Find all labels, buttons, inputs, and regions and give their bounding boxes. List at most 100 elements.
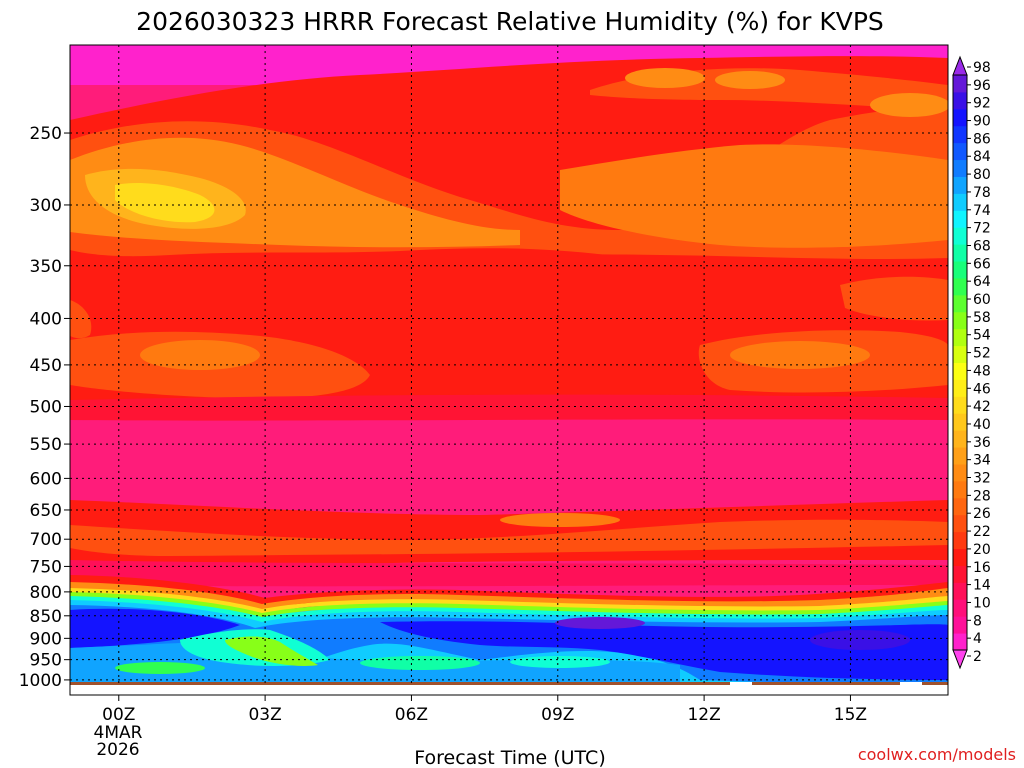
colorbar-label: 22 xyxy=(973,524,991,540)
colorbar-bin xyxy=(953,430,967,448)
x-tick-label: 09Z xyxy=(541,705,574,725)
colorbar-label: 10 xyxy=(973,595,991,611)
colorbar-bin xyxy=(953,193,967,211)
grid-lines xyxy=(70,45,948,685)
colorbar-bin xyxy=(953,633,967,651)
colorbar-label: 80 xyxy=(973,167,991,183)
rh-band xyxy=(140,340,260,370)
rh-band xyxy=(70,300,92,339)
y-axis: 2503003504004505005506006507007508008509… xyxy=(19,124,70,691)
y-tick-label: 500 xyxy=(30,397,62,417)
colorbar-label: 98 xyxy=(973,60,991,76)
colorbar-bin xyxy=(953,125,967,144)
colorbar-bin xyxy=(953,616,967,634)
colorbar-bin xyxy=(953,497,967,516)
colorbar-bin xyxy=(953,91,967,110)
colorbar-label: 32 xyxy=(973,471,991,487)
rh-band xyxy=(625,68,705,88)
colorbar-bin xyxy=(953,362,967,380)
rh-band xyxy=(360,656,480,670)
y-tick-label: 900 xyxy=(30,629,62,649)
x-axis-label: Forecast Time (UTC) xyxy=(414,747,605,768)
colorbar-bin xyxy=(953,277,967,296)
colorbar-bin xyxy=(953,108,967,127)
colorbar-low-arrow xyxy=(952,649,968,670)
x-tick-label: 06Z xyxy=(395,705,428,725)
colorbar-label: 40 xyxy=(973,417,991,433)
x-tick-label: 15Z xyxy=(834,705,867,725)
ground-gap xyxy=(900,682,922,685)
colorbar-label: 52 xyxy=(973,346,991,362)
colorbar: 2481014162022262832343640424648525458606… xyxy=(952,55,991,670)
ground-strip xyxy=(70,682,948,685)
colorbar-bin xyxy=(953,261,967,279)
rh-band xyxy=(730,341,870,369)
y-tick-label: 400 xyxy=(30,309,62,329)
rh-band xyxy=(555,617,645,629)
x-tick-label: 00Z xyxy=(102,705,135,725)
colorbar-label: 48 xyxy=(973,363,991,379)
colorbar-bin xyxy=(953,531,967,550)
rh-band xyxy=(870,93,948,117)
colorbar-label: 34 xyxy=(973,453,991,469)
colorbar-label: 84 xyxy=(973,149,991,165)
colorbar-bin xyxy=(953,75,967,93)
colorbar-label: 20 xyxy=(973,542,991,558)
colorbar-label: 60 xyxy=(973,292,991,308)
y-tick-label: 700 xyxy=(30,530,62,550)
x-date-line1: 4MAR xyxy=(94,723,143,743)
rh-band xyxy=(115,183,215,223)
colorbar-bin xyxy=(953,463,967,482)
y-tick-label: 600 xyxy=(30,469,62,489)
colorbar-frame xyxy=(952,74,968,651)
colorbar-label: 72 xyxy=(973,221,991,237)
colorbar-label: 66 xyxy=(973,256,991,272)
colorbar-bin xyxy=(953,599,967,617)
x-axis: 00Z 03Z 06Z 09Z 12Z 15Z xyxy=(102,695,867,725)
colorbar-bin xyxy=(953,328,967,347)
colorbar-bin xyxy=(953,210,967,228)
colorbar-label: 92 xyxy=(973,96,991,112)
plot-area xyxy=(70,45,948,685)
colorbar-label: 74 xyxy=(973,203,991,219)
rh-band xyxy=(715,71,785,89)
colorbar-bin xyxy=(953,244,967,262)
y-tick-label: 550 xyxy=(30,435,62,455)
colorbar-bin xyxy=(953,447,967,465)
colorbar-label: 4 xyxy=(973,631,982,647)
colorbar-bin xyxy=(953,379,967,397)
rh-band xyxy=(500,513,620,527)
colorbar-bin xyxy=(953,311,967,330)
colorbar-high-arrow xyxy=(952,55,968,76)
rh-band xyxy=(70,560,948,587)
y-tick-label: 250 xyxy=(30,124,62,144)
colorbar-label: 54 xyxy=(973,328,991,344)
colorbar-label: 14 xyxy=(973,578,991,594)
rh-band xyxy=(510,656,610,668)
colorbar-label: 90 xyxy=(973,114,991,130)
colorbar-label: 26 xyxy=(973,506,991,522)
y-tick-label: 950 xyxy=(30,651,62,671)
credit-annotation: coolwx.com/models xyxy=(858,745,1016,764)
colorbar-label: 42 xyxy=(973,399,991,415)
colorbar-label: 46 xyxy=(973,381,991,397)
y-tick-label: 450 xyxy=(30,356,62,376)
x-tick-label: 03Z xyxy=(248,705,281,725)
colorbar-label: 68 xyxy=(973,238,991,254)
rh-band xyxy=(225,636,318,666)
colorbar-label: 78 xyxy=(973,185,991,201)
y-tick-label: 1000 xyxy=(19,671,62,691)
ground-gap xyxy=(730,682,752,685)
rh-band xyxy=(560,144,948,248)
colorbar-label: 36 xyxy=(973,435,991,451)
colorbar-label: 58 xyxy=(973,310,991,326)
rh-band xyxy=(810,630,910,650)
colorbar-bin xyxy=(953,294,967,313)
rh-band xyxy=(840,276,948,321)
rh-band xyxy=(380,621,948,680)
colorbar-label: 28 xyxy=(973,488,991,504)
y-tick-label: 800 xyxy=(30,583,62,603)
y-tick-label: 650 xyxy=(30,501,62,521)
colorbar-bin xyxy=(953,413,967,431)
